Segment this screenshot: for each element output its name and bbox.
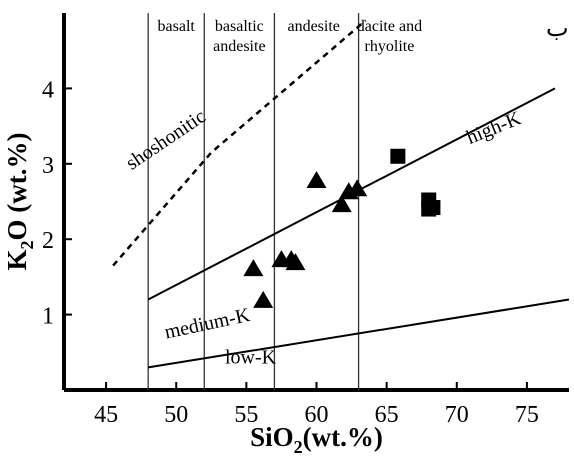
y-tick-label: 4 [42,77,54,103]
rock-field-boundaries [147,13,360,390]
x-tick-label: 45 [94,402,118,428]
plot-frame [62,13,569,392]
rock-field-label: andesite [287,18,339,35]
x-tick-label: 65 [375,402,399,428]
x-tick-label: 50 [164,402,188,428]
y-tick-label: 1 [42,304,54,330]
medium-K-label: medium-K [163,304,253,344]
x-tick-label: 60 [305,402,329,428]
x-axis-title: SiO2(wt.%) [250,422,383,457]
data-points [243,148,441,308]
triangle-point [285,253,306,271]
triangle-point [331,195,352,213]
triangle-point [347,179,368,197]
medium-K-boundary-line [148,298,570,369]
shoshonitic-boundary-line [112,19,367,267]
x-tick-label: 75 [515,402,539,428]
series-boundary-curves [112,19,570,369]
square-point [390,148,406,164]
triangle-point [243,259,264,277]
rock-field-label: rhyolite [365,38,415,55]
low-K-label: low-K [225,347,277,369]
axis-ticks: 45 50 55 60 65 70 75 1 2 3 4 [42,77,539,428]
square-point [425,200,441,216]
x-tick-label: 70 [445,402,469,428]
rock-field-label: basaltic [215,18,264,35]
triangle-point [306,170,327,188]
rock-field-label: andesite [213,38,265,55]
corner-label: ب [546,16,569,42]
triangle-point [253,290,274,308]
y-tick-label: 3 [42,153,54,179]
shoshonitic-label: shoshonitic [122,105,210,174]
rock-field-label: dacite and [357,18,422,35]
x-tick-label: 55 [234,402,258,428]
rock-field-label: basalt [158,18,196,35]
high-K-label: high-K [463,107,524,149]
y-axis-title: K2O (wt.%) [2,133,37,271]
y-tick-label: 2 [42,228,54,254]
